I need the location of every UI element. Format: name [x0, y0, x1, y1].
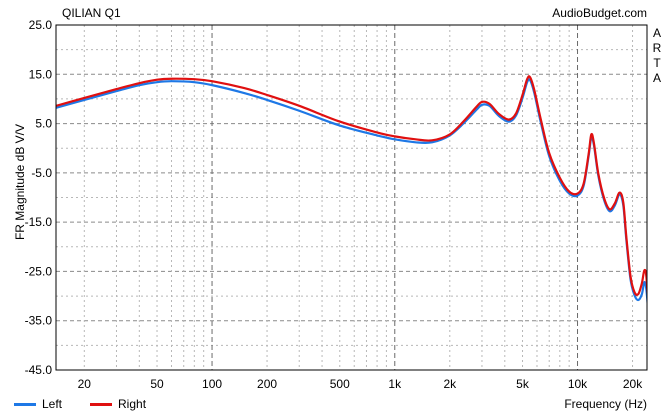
x-tick-label: 1k: [388, 377, 402, 391]
chart-title: QILIAN Q1: [62, 6, 121, 20]
legend-item-right: Right: [90, 397, 146, 411]
series-line-left: [56, 78, 647, 310]
legend: Left Right: [14, 397, 146, 411]
x-tick-label: 100: [202, 377, 222, 391]
y-tick-label: -15.0: [25, 215, 53, 229]
arta-letter: A: [652, 71, 661, 85]
x-tick-labels: 20 50 100 200 500 1k 2k 5k 10k 20k: [78, 377, 644, 391]
y-tick-labels: 25.0 15.0 5.0 -5.0 -15.0 -25.0 -35.0 -45.0: [25, 18, 53, 377]
legend-label-left: Left: [42, 397, 63, 411]
x-tick-label: 50: [150, 377, 164, 391]
plot-frame: [55, 24, 648, 371]
site-brand: AudioBudget.com: [552, 6, 647, 20]
x-tick-label: 200: [257, 377, 277, 391]
legend-swatch-right: [90, 402, 113, 406]
y-tick-label: -45.0: [25, 363, 53, 377]
chart-grid: [56, 24, 647, 371]
series-line-right: [56, 75, 647, 303]
x-tick-label: 10k: [568, 377, 588, 391]
legend-label-right: Right: [118, 397, 147, 411]
x-tick-label: 20: [78, 377, 92, 391]
arta-letter: T: [653, 56, 661, 70]
legend-item-left: Left: [14, 397, 62, 411]
series-group: [56, 75, 647, 310]
y-tick-label: -25.0: [25, 264, 53, 278]
x-axis-label: Frequency (Hz): [564, 397, 647, 411]
x-tick-label: 500: [330, 377, 350, 391]
legend-swatch-left: [14, 402, 36, 406]
x-tick-label: 2k: [443, 377, 457, 391]
x-tick-label: 5k: [516, 377, 530, 391]
arta-letter: A: [652, 26, 661, 40]
y-tick-label: -35.0: [25, 314, 53, 328]
y-tick-label: -5.0: [31, 166, 52, 180]
y-tick-label: 15.0: [29, 67, 53, 81]
y-axis-label: FR Magnitude dB V/V: [13, 123, 27, 241]
arta-label: A R T A: [651, 26, 663, 86]
y-tick-label: 5.0: [35, 117, 52, 131]
x-tick-label: 20k: [623, 377, 643, 391]
y-tick-label: 25.0: [29, 18, 53, 32]
arta-letter: R: [652, 41, 662, 55]
